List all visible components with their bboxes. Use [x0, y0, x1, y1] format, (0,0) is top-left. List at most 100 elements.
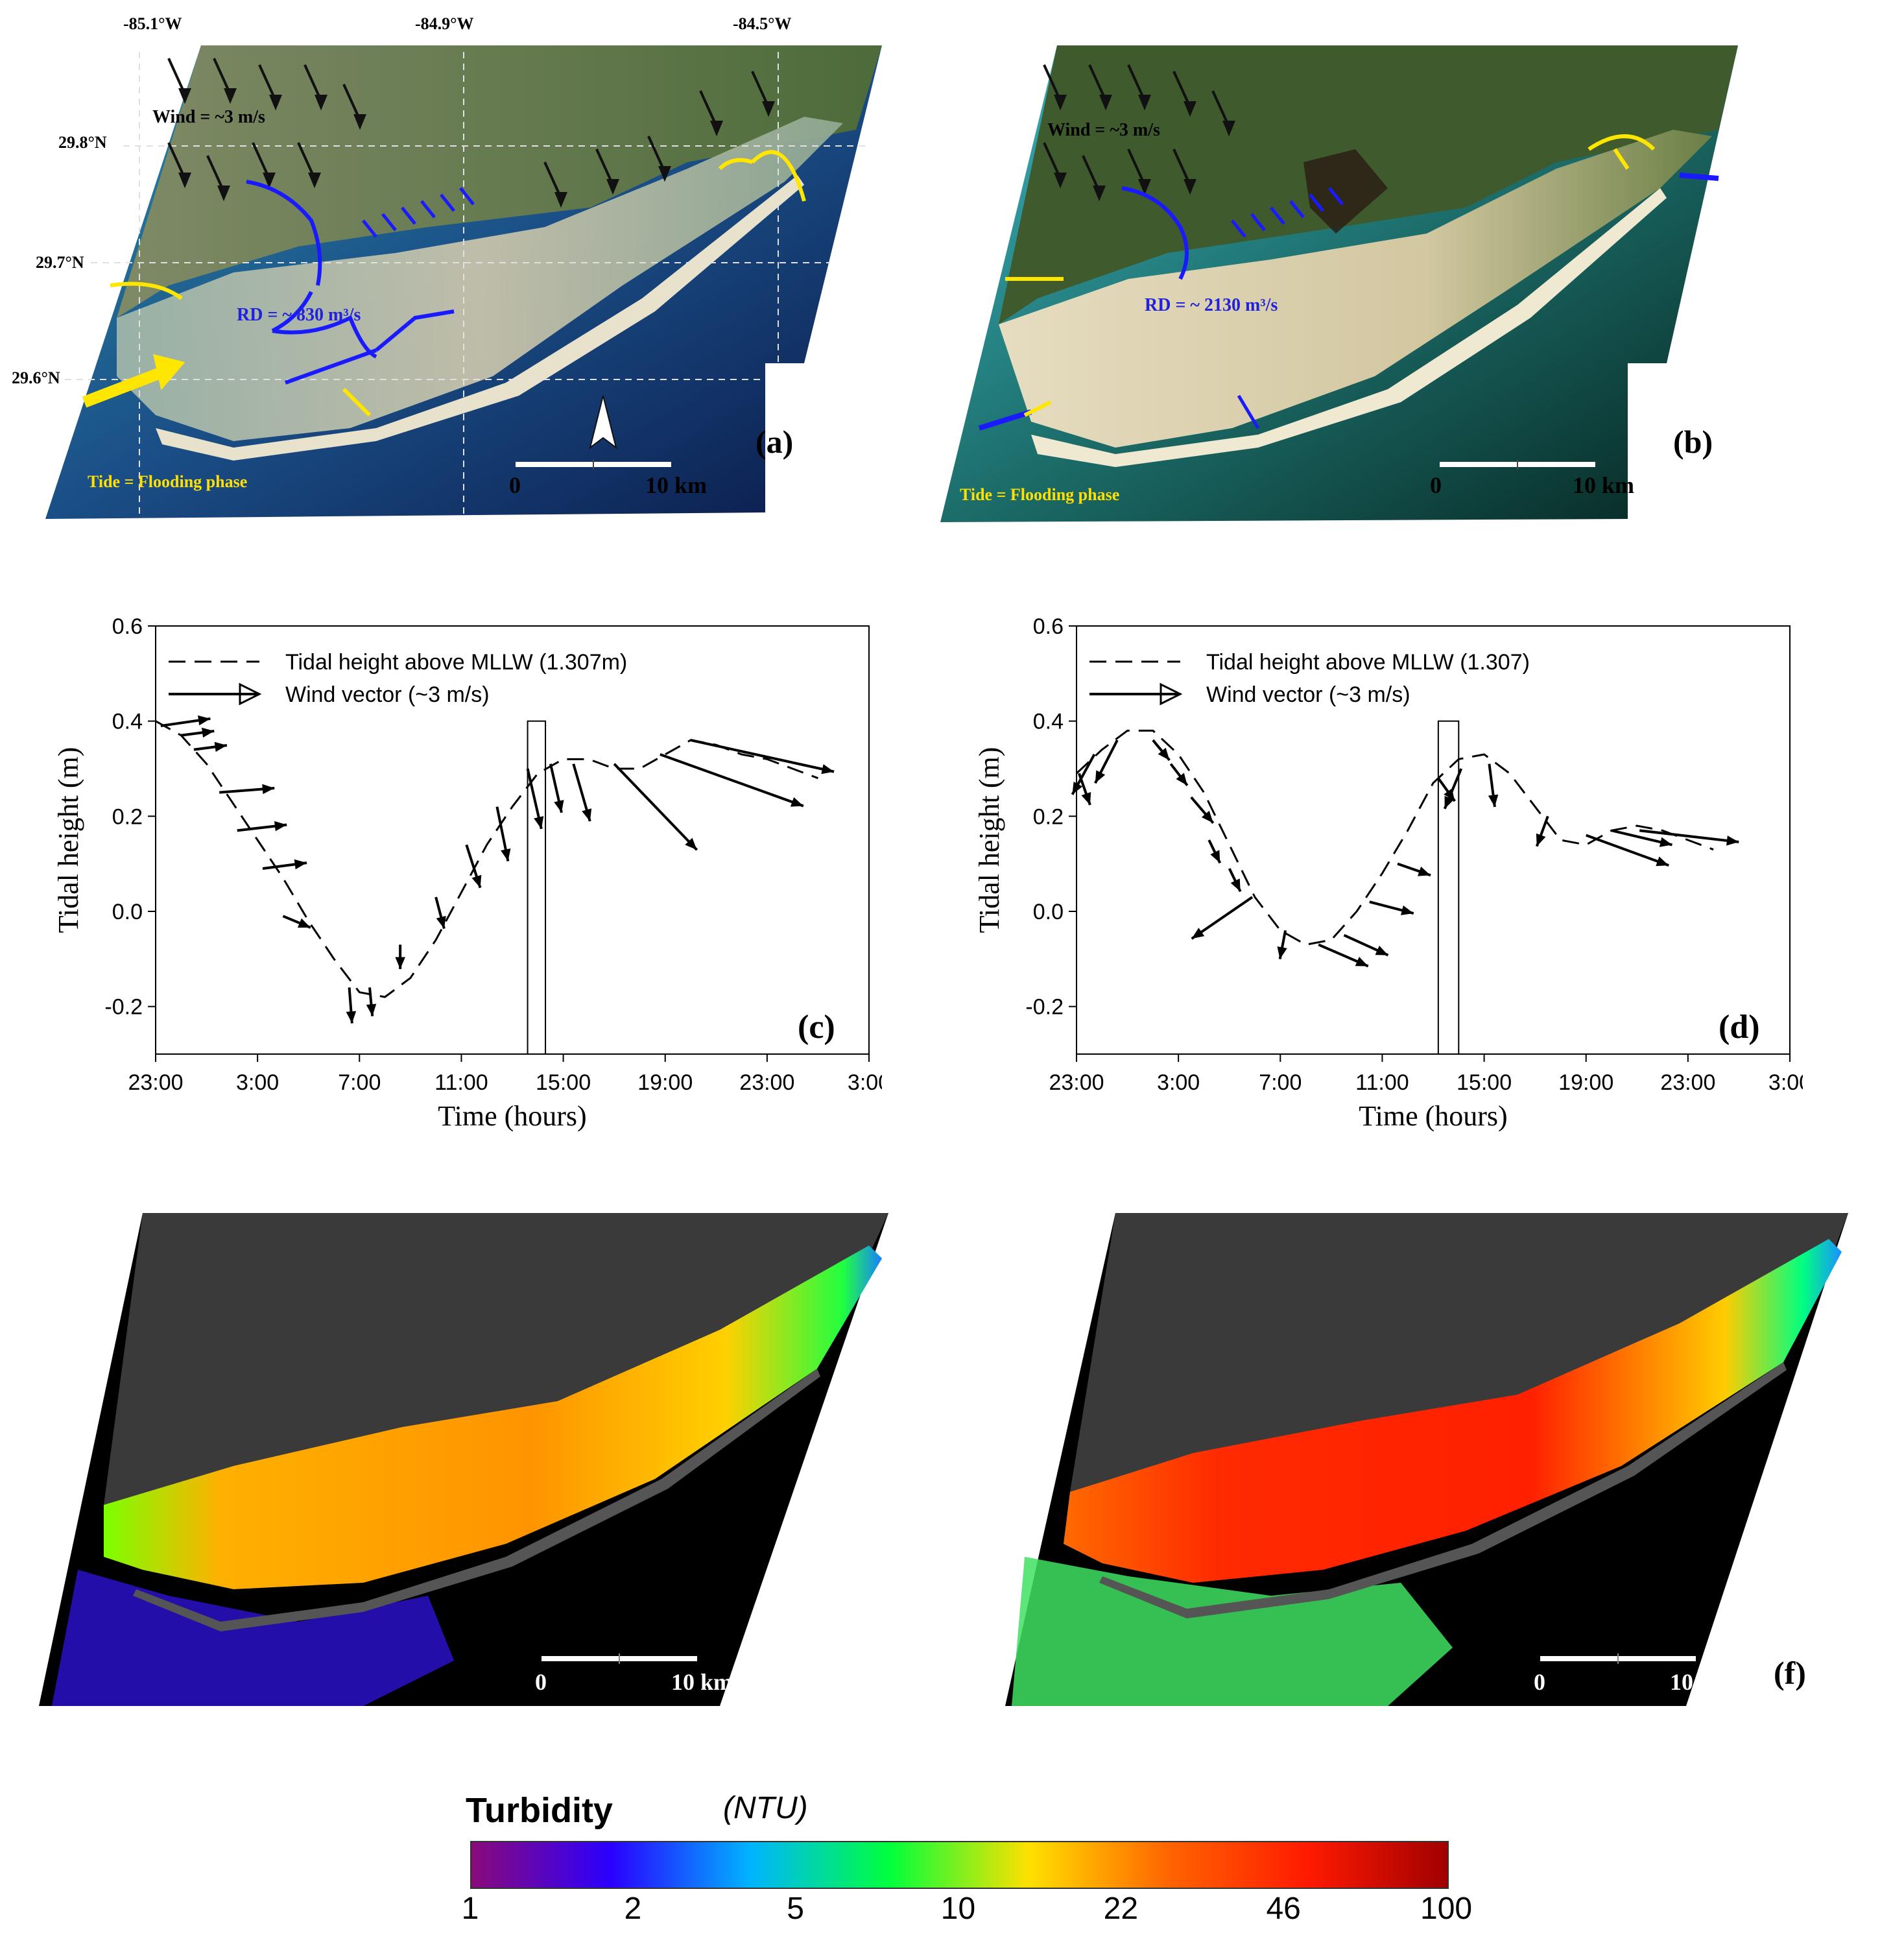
wind-vector-head — [346, 1011, 357, 1024]
tide-chart-d: -0.2 0.0 0.2 0.4 0.6 23:00 3:00 7:00 11:00 15:00 1… — [973, 614, 1803, 1132]
lat-label-2: 29.7°N — [36, 253, 84, 272]
tide-series-line — [155, 720, 818, 998]
wind-vector-head — [1355, 957, 1368, 967]
x-tick-label: 11:00 — [434, 1070, 488, 1095]
y-tick-label: 0.2 — [1033, 804, 1064, 829]
x-tick-label: 11:00 — [1355, 1070, 1409, 1095]
colorbar-tick-label: 2 — [624, 1892, 642, 1926]
colorbar-title: Turbidity — [466, 1791, 613, 1830]
wind-vector-head — [1400, 905, 1414, 915]
y-tick-label: 0.6 — [112, 614, 143, 639]
wind-vector-head — [1488, 794, 1499, 807]
river-arrows-a — [246, 180, 455, 385]
tide-arrows-a — [82, 150, 806, 417]
wind-vector-head — [1158, 747, 1170, 760]
wind-vector-head — [685, 837, 697, 850]
scale-end-b: 10 km — [1573, 472, 1635, 498]
x-axis-label: Time (hours) — [438, 1100, 586, 1132]
y-tick-label: 0.2 — [112, 804, 143, 829]
scale-end-a: 10 km — [645, 472, 708, 498]
wind-vector-head — [1659, 837, 1672, 847]
wind-vector — [1639, 829, 1739, 844]
panel-label-f: (f) — [1774, 1655, 1806, 1691]
legend-tide-label: Tidal height above MLLW (1.307m) — [285, 650, 627, 675]
colorbar-tick-label: 10 — [940, 1892, 976, 1926]
wind-vector-head — [790, 797, 803, 807]
river-arrows-b — [1121, 186, 1189, 280]
wind-vector-head — [198, 715, 211, 726]
wind-vector-head — [1095, 770, 1106, 784]
wind-vector-head — [214, 741, 227, 752]
tide-text-a: Tide = Flooding phase — [88, 472, 248, 491]
scale-bar-e — [541, 1653, 697, 1664]
wind-arrows-a — [167, 58, 775, 208]
colorbar-ticks: 1 2 5 10 22 46 100 — [462, 1891, 1472, 1930]
wind-vector-head — [501, 848, 511, 861]
wind-arrows-b — [1043, 64, 1235, 202]
panel-label-a: (a) — [756, 424, 794, 460]
barrier-island — [1031, 188, 1667, 467]
tide-chart-c: -0.2 0.0 0.2 0.4 0.6 23:00 3:00 7:00 11:00 15:00 1… — [53, 614, 882, 1132]
wind-vector-head — [554, 800, 564, 813]
highlight-box — [527, 720, 547, 1055]
river-plume-dark — [1303, 149, 1388, 234]
wind-vector — [660, 753, 804, 808]
panel-label: (d) — [1719, 1009, 1760, 1046]
bay-area — [117, 117, 843, 441]
scale-zero-a: 0 — [509, 472, 521, 498]
scale-bar-b — [1440, 459, 1595, 470]
legend-wind-arrow-head — [1160, 682, 1183, 706]
legend-wind-arrow-head — [239, 682, 262, 706]
wind-vector — [690, 739, 835, 773]
scale-zero-b: 0 — [1430, 472, 1442, 498]
panel-label-e: (e) — [768, 1655, 805, 1691]
legend-wind-label: Wind vector (~3 m/s) — [1206, 682, 1410, 707]
wind-vector-head — [1375, 945, 1388, 955]
colorbar-tick-label: 1 — [461, 1892, 479, 1926]
y-tick-label: 0.6 — [1033, 614, 1064, 639]
wind-vector-head — [1210, 850, 1220, 863]
tide-series-line — [1075, 729, 1714, 946]
y-tick-label: -0.2 — [1025, 995, 1064, 1020]
lon-label-1: -85.1°W — [123, 14, 182, 33]
wind-vector-head — [395, 957, 405, 969]
wind-vector — [613, 763, 698, 851]
wind-vector-head — [294, 859, 307, 870]
colorbar-unit: (NTU) — [723, 1791, 808, 1825]
wind-vector-head — [366, 1003, 377, 1016]
tide-text-b: Tide = Flooding phase — [960, 485, 1120, 504]
wind-vector-head — [436, 915, 446, 929]
y-tick-label: 0.0 — [112, 900, 143, 924]
satellite-panel-b — [940, 45, 1738, 522]
wind-vector-head — [297, 918, 311, 928]
wind-vector-head — [1418, 866, 1431, 876]
x-tick-label: 3:00 — [848, 1070, 882, 1095]
y-axis-label: Tidal height (m) — [973, 747, 1005, 933]
wind-vector-head — [1081, 791, 1091, 805]
satellite-panel-a — [45, 45, 882, 519]
wind-vector-head — [534, 816, 544, 829]
wind-vector-head — [821, 764, 834, 775]
wind-vector-head — [471, 874, 482, 888]
highlight-box — [1437, 720, 1460, 1055]
north-arrow-icon — [589, 395, 617, 450]
x-tick-label: 3:00 — [1157, 1070, 1200, 1095]
colorbar-tick-label: 5 — [787, 1892, 804, 1926]
legend-tide-label: Tidal height above MLLW (1.307) — [1206, 650, 1530, 675]
barrier-island — [156, 175, 804, 461]
x-axis-label: Time (hours) — [1359, 1100, 1507, 1132]
lon-label-2: -84.9°W — [415, 14, 474, 33]
wind-vector-head — [202, 727, 215, 738]
x-tick-label: 7:00 — [1259, 1070, 1302, 1095]
x-tick-label: 19:00 — [1558, 1070, 1613, 1095]
river-small-arrows-b — [978, 173, 1719, 431]
turbidity-map-e — [39, 1213, 888, 1706]
panel-label: (c) — [798, 1009, 835, 1046]
x-tick-label: 23:00 — [128, 1070, 183, 1095]
land-area — [117, 45, 882, 318]
rd-text-b: RD = ~ 2130 m³/s — [1145, 295, 1278, 315]
legend-wind-label: Wind vector (~3 m/s) — [285, 682, 490, 707]
wind-vector-head — [1072, 781, 1083, 795]
wind-vector-head — [1656, 856, 1669, 867]
scale-bar-a — [516, 459, 671, 470]
